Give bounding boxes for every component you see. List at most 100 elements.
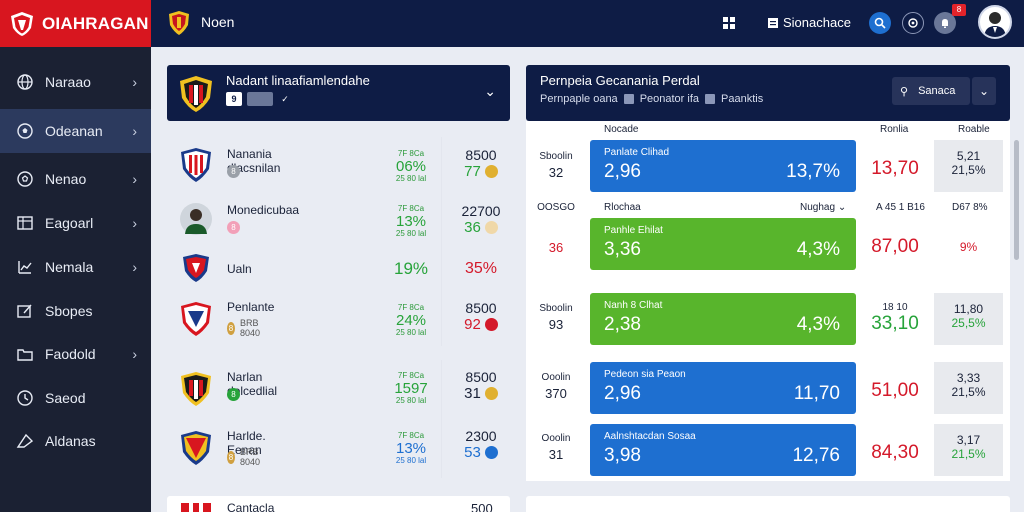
sidebar-item-3[interactable]: Eagoarl › — [0, 201, 151, 245]
odd-value[interactable]: 77 — [451, 163, 511, 180]
team-name[interactable]: Cantacla — [227, 501, 275, 512]
odd-top[interactable]: 500 — [471, 501, 493, 512]
odd-top[interactable]: 2300 — [465, 428, 497, 444]
chevron-down-icon[interactable]: ⌄ — [484, 83, 496, 99]
option-label: Pedeon sia Peaon — [604, 369, 686, 380]
team-meta: 8 — [227, 388, 240, 401]
odds-cell[interactable]: 5,21 21,5% — [934, 140, 1003, 192]
sidebar-item-5[interactable]: Sbopes — [0, 289, 151, 333]
column-divider — [441, 360, 442, 478]
odd-red[interactable]: 13,70 — [871, 158, 919, 179]
sidebar: OIAHRAGAN Naraao › Odeanan › Nenao › Eag… — [0, 0, 151, 512]
team-meta: 8 — [227, 221, 240, 234]
odds-option[interactable]: Pedeon sia Peaon 2,96 11,70 — [590, 362, 856, 414]
settings-icon[interactable] — [902, 12, 924, 34]
odd-value[interactable]: 31 — [451, 385, 511, 402]
check-icon[interactable]: ✓ — [281, 93, 289, 104]
team-name[interactable]: Nanania dlacsnilan — [227, 147, 281, 175]
row-label: Sboolin — [539, 303, 573, 314]
row-label: Ooolin — [541, 433, 571, 444]
odd-value[interactable]: 92 — [451, 316, 511, 333]
coin-icon — [484, 446, 498, 459]
team-name[interactable]: Penlante — [227, 300, 275, 314]
odds-option[interactable]: Panlate Clihad 2,96 13,7% — [590, 140, 856, 192]
sidebar-item-7[interactable]: Saeod — [0, 376, 151, 420]
chevron-down-icon[interactable]: ⌄ — [972, 77, 996, 105]
pct-value: 06% — [395, 158, 427, 175]
brand-logo[interactable]: OIAHRAGAN — [0, 0, 151, 47]
subtitle-2: Peonator ifa — [639, 93, 700, 105]
club-crest-icon — [180, 76, 212, 112]
odd-top[interactable]: 8500 — [465, 147, 497, 163]
count-chip: 9 — [226, 92, 242, 106]
odd-red[interactable]: 87,00 — [871, 236, 919, 257]
odds-cell[interactable]: 3,33 21,5% — [934, 362, 1003, 414]
odd-red[interactable]: 84,30 — [871, 442, 919, 463]
odd-bottom: 31 — [464, 385, 481, 402]
odds-cell[interactable]: 11,80 25,5% — [934, 293, 1003, 345]
top-action-button[interactable]: Sionachace — [783, 15, 851, 30]
odds-option[interactable]: Nanh 8 Clhat 2,38 4,3% — [590, 293, 856, 345]
odds-cell[interactable]: 9% — [934, 218, 1003, 270]
odds-cell[interactable]: 3,17 21,5% — [934, 424, 1003, 476]
notification-badge: 8 — [952, 4, 966, 16]
filter-chip[interactable] — [247, 92, 273, 106]
odds-option[interactable]: Panhle Ehilat 3,36 4,3% — [590, 218, 856, 270]
sort-dropdown[interactable]: Nughag ⌄ — [800, 202, 846, 213]
search-icon[interactable] — [869, 12, 891, 34]
option-label: Aalnshtacdan Sosaa — [604, 431, 696, 442]
soccer-ball-icon — [16, 122, 34, 140]
odd-top[interactable]: 8500 — [465, 300, 497, 316]
sidebar-item-8[interactable]: Aldanas — [0, 419, 151, 463]
odd-top[interactable]: 8500 — [465, 369, 497, 385]
team-name[interactable]: Monedicubaa — [227, 203, 300, 217]
match-card-partial: Cantacla 500 — [167, 496, 510, 512]
sidebar-item-4[interactable]: Nemala › — [0, 245, 151, 289]
odds-panel-header: Pernpeia Gecanania Perdal Pernpaple oana… — [526, 65, 1010, 121]
odd-value[interactable]: 53 — [451, 444, 511, 461]
table-icon — [16, 214, 34, 232]
option-pct: 11,70 — [793, 383, 840, 404]
sidebar-item-6[interactable]: Faodold › — [0, 332, 151, 376]
filter-button-label: Sanaca — [918, 85, 956, 97]
filter-button[interactable]: ⚲ Sanaca — [892, 77, 970, 105]
brand-name: OIAHRAGAN — [42, 13, 149, 33]
soccer-ball-icon — [16, 170, 34, 188]
menu-square-icon[interactable] — [762, 12, 784, 34]
team-name[interactable]: Harlde. Eenan — [227, 429, 266, 457]
odd-top[interactable]: 22700 — [461, 203, 501, 219]
team-name[interactable]: Ualn — [227, 262, 252, 276]
option-label: Panlate Clihad — [604, 147, 670, 158]
club-crest-icon[interactable] — [168, 10, 190, 36]
panel-subtitle: Pernpaple oana Peonator ifa Paanktis — [540, 93, 763, 105]
sidebar-item-2[interactable]: Nenao › — [0, 157, 151, 201]
row-label: Sboolin — [539, 151, 573, 162]
odd-red[interactable]: 33,10 — [871, 313, 919, 334]
column-header: Ronlia — [880, 124, 909, 135]
sidebar-item-0[interactable]: Naraao › — [0, 60, 151, 104]
sidebar-item-1[interactable]: Odeanan › — [0, 109, 151, 153]
sort-label: Nughag — [800, 202, 836, 213]
column-header: Roable — [958, 124, 990, 135]
edit-icon — [16, 302, 34, 320]
odd-value[interactable]: 36 — [451, 219, 511, 236]
pct-value: 1597 — [394, 380, 428, 397]
team-crest-icon — [181, 148, 211, 182]
matches-panel-header[interactable]: Nadant linaafiamlendahe 9 ✓ ⌄ — [167, 65, 510, 121]
pct-sublabel: 25 80 lal — [395, 396, 427, 405]
odd-value[interactable]: 35% — [451, 260, 511, 278]
status-dot: 8 — [227, 165, 240, 178]
cell-value: 5,21 — [956, 149, 981, 163]
option-odd: 3,36 — [604, 239, 641, 260]
scrollbar[interactable] — [1014, 140, 1019, 260]
grid-icon[interactable] — [718, 12, 740, 34]
avatar[interactable] — [978, 5, 1012, 39]
bell-icon[interactable] — [934, 12, 956, 34]
chevron-down-icon: ⌄ — [837, 202, 847, 213]
pct-value: 19% — [393, 259, 429, 278]
odd-red[interactable]: 51,00 — [871, 380, 919, 401]
odds-option[interactable]: Aalnshtacdan Sosaa 3,98 12,76 — [590, 424, 856, 476]
pct-label: 7F 8Ca — [397, 431, 425, 440]
meta-text: BRB 8040 — [239, 318, 260, 338]
team-crest-icon — [181, 372, 211, 406]
